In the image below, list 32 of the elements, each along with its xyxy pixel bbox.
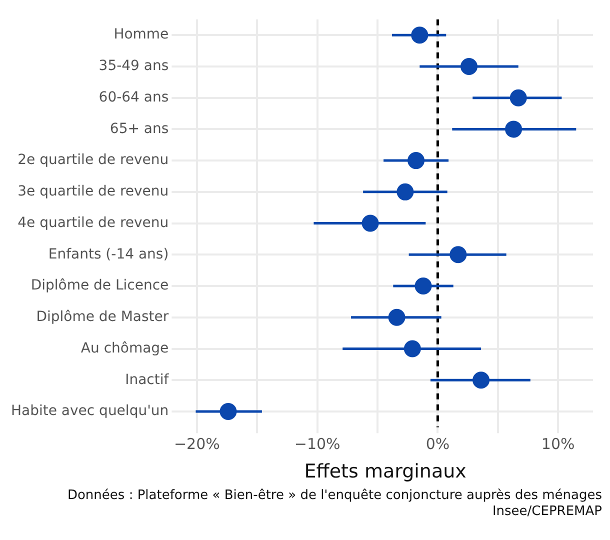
y-tick-label: Diplôme de Licence bbox=[30, 278, 169, 294]
point bbox=[404, 340, 421, 358]
y-tick-label: 65+ ans bbox=[110, 120, 169, 137]
y-tick-label: Au chômage bbox=[80, 340, 169, 356]
x-tick-label: −20% bbox=[174, 435, 220, 454]
x-axis-title: Effets marginaux bbox=[304, 460, 466, 483]
y-tick-label: 60-64 ans bbox=[98, 89, 169, 106]
y-tick-label: 35-49 ans bbox=[98, 58, 169, 74]
point bbox=[472, 372, 490, 389]
x-tick-label: 0% bbox=[426, 435, 450, 454]
y-tick-label: Enfants (-14 ans) bbox=[48, 246, 169, 262]
point bbox=[460, 58, 478, 75]
y-tick-label: Habite avec quelqu'un bbox=[10, 403, 169, 420]
point bbox=[362, 214, 379, 232]
y-tick-label: Inactif bbox=[125, 372, 170, 388]
point bbox=[411, 26, 428, 44]
point bbox=[505, 120, 522, 138]
text: Données : Plateforme « Bien-être » de l'enquête conjoncture auprès des ménages Insee/CEPREMAP bbox=[66, 488, 602, 520]
point bbox=[220, 403, 237, 420]
point bbox=[450, 246, 467, 264]
x-tick-label: −10% bbox=[294, 435, 340, 454]
y-tick-label: 4e quartile de revenu bbox=[18, 214, 169, 231]
y-tick-label: Diplôme de Master bbox=[36, 309, 169, 326]
x-tick-label: 10% bbox=[541, 435, 575, 454]
point bbox=[408, 152, 425, 170]
y-tick-label: 3e quartile de revenu bbox=[18, 184, 169, 200]
y-tick-label: Homme bbox=[114, 26, 169, 43]
point bbox=[510, 89, 527, 106]
point bbox=[414, 278, 432, 295]
y-tick-label: 2e quartile de revenu bbox=[18, 152, 169, 168]
point bbox=[396, 183, 414, 200]
point bbox=[388, 308, 406, 326]
